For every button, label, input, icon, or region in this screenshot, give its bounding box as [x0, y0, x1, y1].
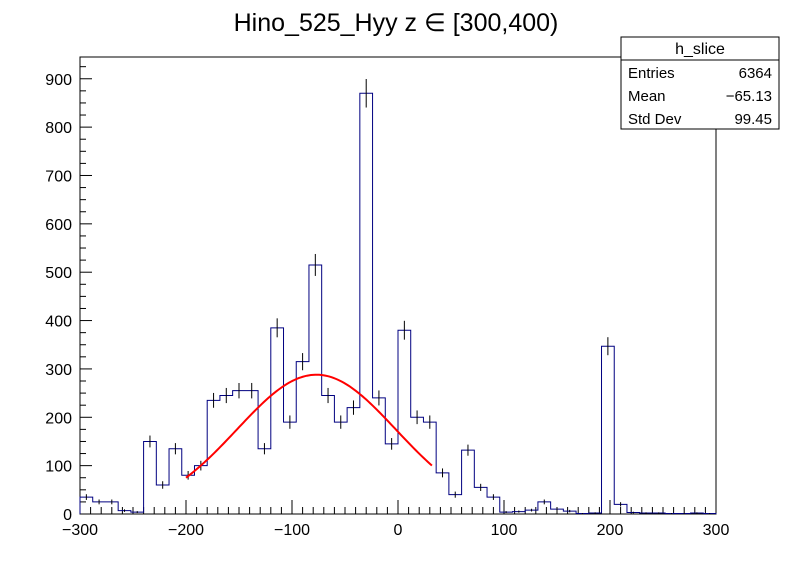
chart-title: Hino_525_Hyy z ∈ [300,400) — [234, 9, 559, 37]
gaussian-fit — [185, 373, 433, 479]
x-axis: −300 −200 −100 0 100 200 300 — [62, 500, 729, 539]
y-tick-label: 400 — [45, 314, 72, 331]
y-tick-label: 500 — [45, 265, 72, 282]
histogram-series — [79, 79, 717, 515]
stats-box-border — [620, 36, 780, 130]
x-tick-label: 200 — [597, 522, 624, 539]
x-tick-label: −100 — [274, 522, 310, 539]
stats-box: h_slice Entries 6364 Mean −65.13 Std Dev… — [620, 36, 780, 130]
stats-mean-label: Mean — [628, 88, 666, 105]
y-tick-label: 600 — [45, 217, 72, 234]
fit-curve — [185, 373, 433, 479]
x-tick-label: 300 — [703, 522, 730, 539]
stats-stddev-value: 99.45 — [734, 111, 772, 128]
y-tick-label: 900 — [45, 72, 72, 89]
y-tick-label: 0 — [63, 507, 72, 524]
stats-box-title: h_slice — [675, 41, 725, 58]
y-tick-label: 200 — [45, 410, 72, 427]
stats-mean-value: −65.13 — [726, 88, 772, 105]
x-tick-label: 100 — [491, 522, 518, 539]
y-tick-label: 700 — [45, 168, 72, 185]
stats-entries-value: 6364 — [739, 65, 772, 82]
x-tick-label: −200 — [168, 522, 204, 539]
histogram-outline — [79, 92, 717, 515]
stats-stddev-label: Std Dev — [628, 111, 682, 128]
y-tick-label: 800 — [45, 120, 72, 137]
x-tick-label: −300 — [62, 522, 98, 539]
y-axis: 0 100 200 300 400 500 600 700 800 900 — [45, 66, 92, 524]
y-tick-label: 300 — [45, 362, 72, 379]
y-tick-label: 100 — [45, 459, 72, 476]
stats-entries-label: Entries — [628, 65, 675, 82]
x-tick-label: 0 — [394, 522, 403, 539]
